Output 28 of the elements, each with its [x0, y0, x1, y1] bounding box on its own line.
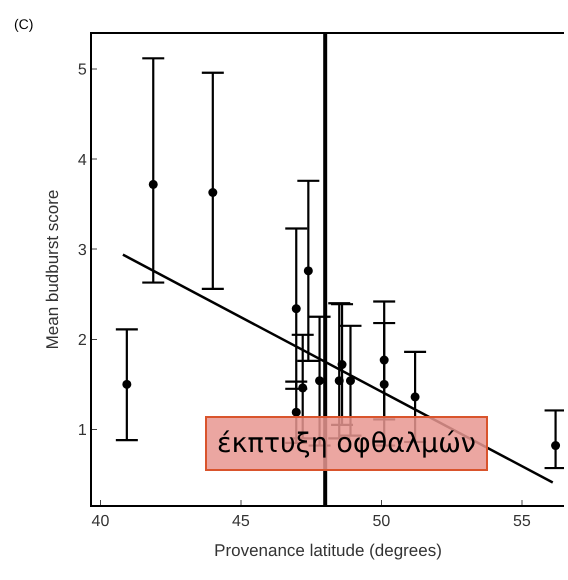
point	[292, 304, 301, 314]
y-tick-label: 5	[78, 62, 87, 79]
x-tick-label: 40	[92, 513, 110, 530]
point	[338, 360, 347, 370]
y-tick-label: 1	[78, 422, 87, 439]
point	[551, 441, 560, 450]
annotation: έκπτυξη οφθαλμών	[217, 428, 476, 459]
point	[380, 380, 389, 389]
point	[410, 392, 420, 402]
point	[298, 383, 308, 392]
point	[346, 376, 355, 386]
x-tick-label: 45	[232, 513, 250, 530]
text: (C)	[14, 16, 34, 32]
y-tick-label: 4	[78, 152, 87, 169]
y-tick-label: 3	[78, 242, 87, 259]
point	[148, 180, 158, 189]
y-axis-title: Mean budburst score	[42, 190, 62, 350]
point	[304, 266, 313, 276]
y-tick-label: 2	[78, 332, 87, 349]
point	[334, 376, 344, 386]
point	[380, 356, 389, 365]
x-tick-label: 55	[512, 513, 531, 530]
point	[208, 188, 218, 197]
point	[315, 376, 324, 386]
point	[122, 380, 132, 389]
x-tick-label: 50	[372, 513, 390, 530]
point	[292, 408, 301, 417]
x-axis-title: Provenance latitude (degrees)	[214, 541, 442, 560]
